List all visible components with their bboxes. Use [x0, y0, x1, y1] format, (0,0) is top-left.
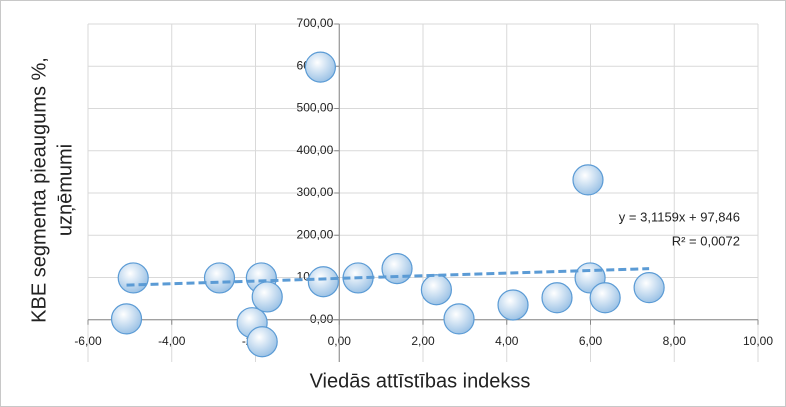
- point: [246, 326, 278, 358]
- y-axis-title: uzņēmumi: [54, 144, 76, 236]
- point: [203, 262, 236, 294]
- marks: [110, 51, 665, 358]
- point: [251, 281, 283, 313]
- trendline: [126, 267, 650, 287]
- point: [420, 274, 452, 306]
- point: [381, 253, 413, 285]
- y-tick-label: 700,00: [297, 16, 334, 30]
- y-tick-label: 0,00: [310, 312, 334, 326]
- y-tick-label: 300,00: [297, 185, 334, 199]
- x-tick-label: 4,00: [495, 334, 519, 348]
- point: [304, 51, 337, 83]
- x-tick-label: 6,00: [579, 334, 603, 348]
- x-tick-label: 10,00: [743, 334, 773, 348]
- x-axis-title: Viedās attīstības indekss: [310, 370, 531, 392]
- point: [633, 272, 665, 304]
- x-tick-label: -6,00: [74, 334, 102, 348]
- point: [307, 266, 339, 298]
- y-tick-label: 500,00: [297, 101, 334, 115]
- point: [589, 282, 621, 314]
- x-tick-label: -4,00: [158, 334, 186, 348]
- y-axis-title: KBE segmenta pieaugums %,: [28, 57, 50, 323]
- y-tick-label: 400,00: [297, 143, 334, 157]
- y-tick-label: 200,00: [297, 227, 334, 241]
- trendline-r2: R² = 0,0072: [672, 233, 740, 248]
- point: [110, 303, 143, 335]
- trendline-equation: y = 3,1159x + 97,846: [619, 209, 740, 224]
- point: [117, 262, 149, 294]
- point: [497, 289, 529, 321]
- x-tick-label: 2,00: [411, 334, 435, 348]
- point: [443, 303, 475, 335]
- point: [541, 282, 573, 314]
- point: [572, 164, 604, 196]
- x-tick-label: 8,00: [663, 334, 687, 348]
